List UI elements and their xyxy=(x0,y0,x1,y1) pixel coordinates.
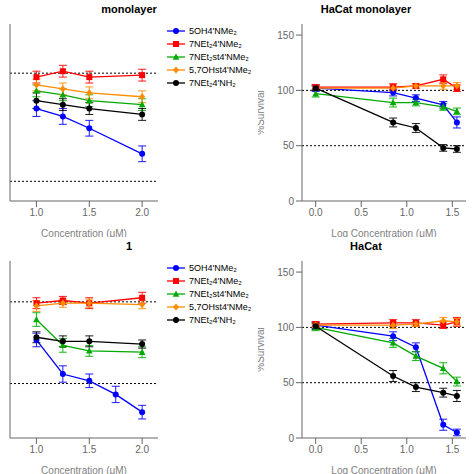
svg-text:1.5: 1.5 xyxy=(82,444,96,455)
html-text:7NEt₂4'NMe₂: 7NEt₂4'NMe₂ xyxy=(189,276,242,286)
svg-text:0: 0 xyxy=(288,433,294,444)
svg-text:100: 100 xyxy=(277,85,294,96)
svg-text:150: 150 xyxy=(277,267,294,278)
svg-text:1.5: 1.5 xyxy=(82,207,96,218)
svg-text:1.5: 1.5 xyxy=(445,444,459,455)
svg-text:0.5: 0.5 xyxy=(354,444,368,455)
svg-text:50: 50 xyxy=(283,140,295,151)
svg-text:0.0: 0.0 xyxy=(309,207,323,218)
html-text:5OH4'NMe₂: 5OH4'NMe₂ xyxy=(189,263,237,273)
html-text:7NEt₂4'NH₂: 7NEt₂4'NH₂ xyxy=(189,315,236,325)
html-text:5OH4'NMe₂: 5OH4'NMe₂ xyxy=(189,26,237,36)
html-text:7NEt₂st4'NMe₂: 7NEt₂st4'NMe₂ xyxy=(189,289,249,299)
svg-text:Log Concentration (μM): Log Concentration (μM) xyxy=(331,228,436,237)
svg-text:1.0: 1.0 xyxy=(29,207,43,218)
svg-text:Concentration (μM): Concentration (μM) xyxy=(41,228,127,237)
svg-text:2.0: 2.0 xyxy=(135,444,149,455)
svg-text:Concentration (μM): Concentration (μM) xyxy=(41,465,127,474)
html-text:7NEt₂4'NMe₂: 7NEt₂4'NMe₂ xyxy=(189,39,242,49)
svg-text:Log Concentration (μM): Log Concentration (μM) xyxy=(331,465,436,474)
html-text:7NEt₂st4'NMe₂: 7NEt₂st4'NMe₂ xyxy=(189,52,249,62)
svg-text:1.5: 1.5 xyxy=(445,207,459,218)
svg-text:%Survival: %Survival xyxy=(258,327,266,371)
svg-text:100: 100 xyxy=(277,322,294,333)
html-text:HaCat: HaCat xyxy=(350,240,382,252)
svg-text:0.0: 0.0 xyxy=(309,444,323,455)
svg-text:0: 0 xyxy=(288,196,294,207)
svg-text:1.0: 1.0 xyxy=(400,207,414,218)
svg-text:1.0: 1.0 xyxy=(400,444,414,455)
svg-text:1.0: 1.0 xyxy=(29,444,43,455)
html-text:7NEt₂4'NH₂: 7NEt₂4'NH₂ xyxy=(189,78,236,88)
svg-text:150: 150 xyxy=(277,30,294,41)
svg-text:0.5: 0.5 xyxy=(354,207,368,218)
html-text:monolayer: monolayer xyxy=(101,3,157,15)
html-text:HaCat monolayer: HaCat monolayer xyxy=(320,3,412,15)
html-text:1: 1 xyxy=(125,240,133,252)
html-text:5,7OHst4'NMe₂: 5,7OHst4'NMe₂ xyxy=(189,302,252,312)
svg-text:%Survival: %Survival xyxy=(258,90,266,134)
svg-text:50: 50 xyxy=(283,377,295,388)
svg-text:2.0: 2.0 xyxy=(135,207,149,218)
html-text:5,7OHst4'NMe₂: 5,7OHst4'NMe₂ xyxy=(189,65,252,75)
